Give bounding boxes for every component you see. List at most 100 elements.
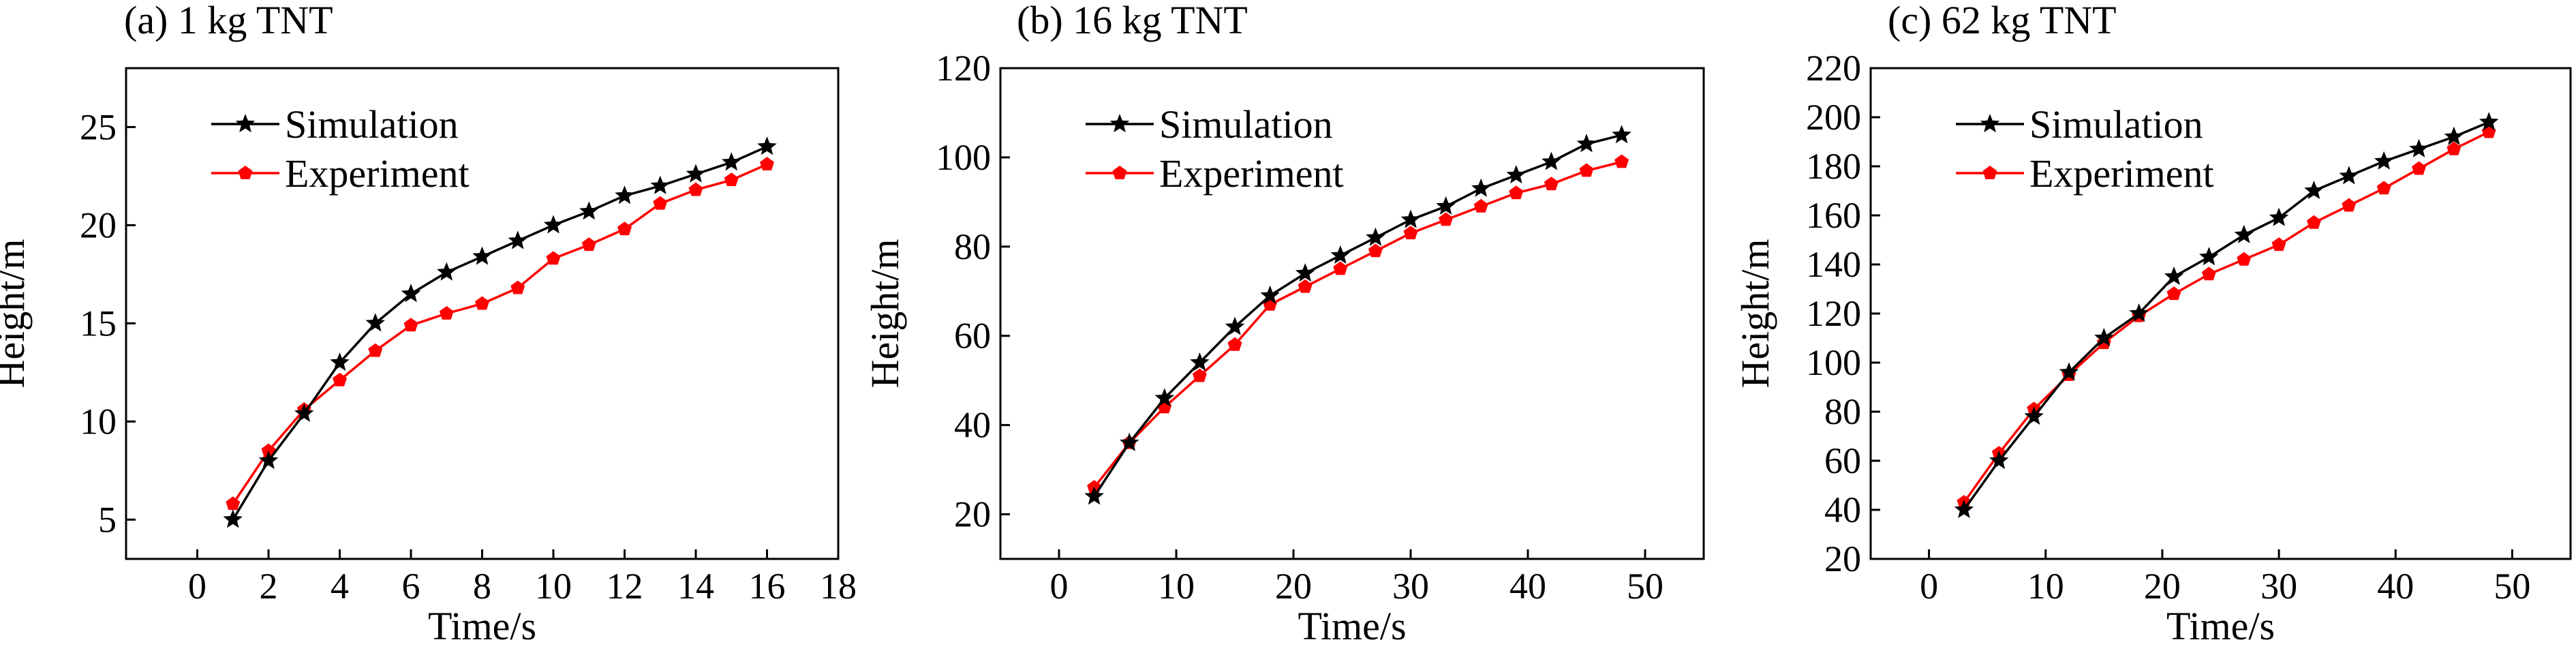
- data-point-simulation: [294, 403, 314, 422]
- legend-label-simulation: Simulation: [285, 102, 459, 147]
- data-point-simulation: [1954, 500, 1974, 519]
- data-point-simulation: [2444, 126, 2464, 145]
- chart-panel-2: 0 10 20 30 40 50 20 40 60 80 100 120 140 160 180 200 220…: [1733, 48, 2572, 648]
- y-tick-label: 160: [1806, 195, 1861, 236]
- series-line-simulation: [232, 145, 768, 521]
- data-point-experiment: [546, 251, 561, 265]
- x-tick-label: 10: [535, 566, 572, 607]
- data-point-experiment: [724, 172, 739, 187]
- x-axis-label: Time/s: [2166, 604, 2275, 648]
- x-tick-label: 40: [2377, 566, 2414, 607]
- y-tick-label: 180: [1806, 146, 1861, 187]
- data-point-simulation: [543, 215, 564, 234]
- data-point-simulation: [330, 352, 350, 371]
- data-point-experiment: [2237, 252, 2252, 266]
- data-point-experiment: [1544, 177, 1559, 191]
- x-tick-label: 40: [1509, 566, 1546, 607]
- data-point-simulation: [365, 313, 385, 332]
- y-axis-label: Height/m: [0, 239, 33, 388]
- data-point-simulation: [722, 152, 741, 171]
- data-point-simulation: [2094, 328, 2114, 347]
- data-point-experiment: [2342, 198, 2357, 212]
- data-point-simulation: [258, 451, 279, 470]
- data-point-simulation: [2269, 207, 2289, 226]
- data-point-experiment: [2307, 215, 2321, 229]
- y-tick-label: 20: [80, 204, 117, 245]
- data-point-experiment: [1192, 368, 1207, 382]
- panel-title-b: (b) 16 kg TNT: [1017, 0, 1248, 42]
- data-point-experiment: [760, 157, 774, 170]
- data-point-experiment: [1298, 279, 1313, 293]
- x-tick-label: 0: [1920, 566, 1938, 607]
- data-point-simulation: [508, 230, 527, 249]
- y-tick-label: 220: [1806, 48, 1861, 89]
- data-point-experiment: [1509, 185, 1524, 200]
- data-point-simulation: [1576, 134, 1597, 153]
- y-tick-label: 15: [80, 303, 117, 344]
- data-point-simulation: [2199, 247, 2219, 266]
- data-point-experiment: [653, 196, 668, 210]
- data-point-experiment: [261, 443, 276, 457]
- x-tick-label: 20: [2144, 566, 2181, 607]
- series-line-simulation: [1963, 121, 2489, 511]
- legend-label-simulation: Simulation: [1159, 102, 1333, 147]
- y-tick-label: 120: [936, 48, 991, 89]
- data-point-experiment: [1403, 226, 1418, 240]
- x-tick-label: 6: [402, 566, 420, 607]
- panel-title-c: (c) 62 kg TNT: [1888, 0, 2117, 42]
- y-tick-label: 20: [1824, 538, 1861, 579]
- legend-label-experiment: Experiment: [2029, 151, 2214, 196]
- data-point-simulation: [1330, 245, 1351, 264]
- data-point-experiment: [1614, 154, 1629, 168]
- x-tick-label: 18: [820, 566, 857, 607]
- data-point-simulation: [1190, 352, 1210, 371]
- data-point-simulation: [615, 185, 634, 204]
- x-tick-label: 2: [260, 566, 278, 607]
- legend-label-experiment: Experiment: [1159, 151, 1344, 196]
- data-point-experiment: [226, 496, 241, 511]
- y-tick-label: 140: [1806, 244, 1861, 285]
- x-tick-label: 30: [2260, 566, 2297, 607]
- y-tick-label: 60: [1824, 440, 1861, 481]
- x-axis-label: Time/s: [1298, 604, 1406, 648]
- x-tick-label: 8: [473, 566, 491, 607]
- data-point-experiment: [475, 296, 489, 310]
- data-point-simulation: [2339, 166, 2359, 185]
- x-tick-label: 14: [677, 566, 714, 607]
- plot-frame: [999, 67, 1705, 560]
- data-point-experiment: [617, 222, 632, 236]
- data-point-simulation: [2024, 406, 2044, 425]
- data-point-experiment: [1227, 337, 1242, 351]
- data-point-simulation: [2374, 151, 2394, 170]
- data-point-experiment: [439, 306, 454, 320]
- data-point-experiment: [510, 280, 525, 294]
- series-line-experiment: [1093, 160, 1623, 489]
- x-tick-label: 4: [331, 566, 349, 607]
- data-point-experiment: [2166, 286, 2181, 301]
- data-point-simulation: [2234, 224, 2254, 243]
- y-tick-label: 5: [98, 499, 117, 540]
- data-point-simulation: [1612, 125, 1631, 144]
- data-point-experiment: [1368, 243, 1383, 258]
- chart-panel-1: 0 10 20 30 40 50 20 40 60 80 100 120 Time/s Height/m S…: [863, 48, 1705, 648]
- data-point-simulation: [1366, 227, 1385, 246]
- y-tick-label: 40: [1824, 489, 1861, 530]
- data-point-experiment: [1333, 261, 1348, 275]
- data-point-simulation: [2479, 112, 2499, 131]
- legend-label-simulation: Simulation: [2029, 102, 2203, 147]
- data-point-simulation: [686, 164, 706, 183]
- y-tick-label: 80: [954, 226, 991, 267]
- x-tick-label: 30: [1392, 566, 1429, 607]
- legend-marker-experiment: [238, 166, 253, 179]
- data-point-experiment: [1473, 198, 1488, 213]
- data-point-simulation: [2129, 303, 2149, 322]
- data-point-simulation: [1225, 316, 1245, 335]
- y-tick-label: 25: [80, 106, 117, 147]
- data-point-simulation: [472, 246, 492, 265]
- legend-label-experiment: Experiment: [285, 151, 470, 196]
- data-point-experiment: [2376, 181, 2391, 195]
- y-axis-label: Height/m: [1733, 239, 1777, 388]
- data-point-simulation: [1154, 388, 1175, 407]
- x-tick-label: 12: [607, 566, 643, 607]
- data-point-simulation: [1989, 451, 2009, 470]
